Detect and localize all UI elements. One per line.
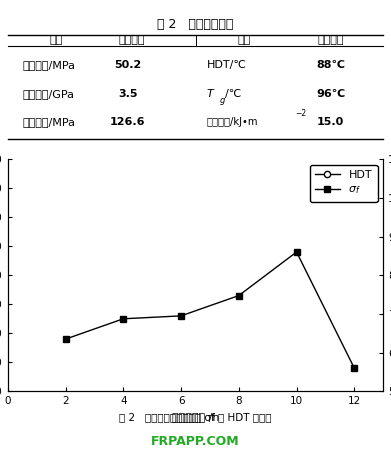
Text: 冲击强度/kJ•m: 冲击强度/kJ•m	[207, 117, 258, 127]
Text: 测试结果: 测试结果	[118, 35, 145, 45]
Text: T: T	[207, 89, 213, 99]
Text: 测试结果: 测试结果	[317, 35, 344, 45]
Text: /℃: /℃	[225, 89, 241, 99]
Text: 50.2: 50.2	[114, 61, 142, 71]
Text: 弯曲强度/MPa: 弯曲强度/MPa	[23, 117, 76, 127]
Text: HDT/℃: HDT/℃	[207, 61, 247, 71]
Legend: HDT, $\sigma_f$: HDT, $\sigma_f$	[310, 164, 378, 202]
Text: 15.0: 15.0	[317, 117, 344, 127]
Text: g: g	[220, 96, 225, 105]
Text: 性能: 性能	[238, 35, 251, 45]
Text: 拉伸模量/GPa: 拉伸模量/GPa	[23, 89, 75, 99]
Text: 96℃: 96℃	[316, 89, 345, 99]
Text: 图 2   后固化时间对浇铸体 σf 和 HDT 的影响: 图 2 后固化时间对浇铸体 σf 和 HDT 的影响	[119, 413, 272, 423]
Text: −2: −2	[295, 109, 306, 118]
X-axis label: 后固化时间 /h: 后固化时间 /h	[172, 412, 219, 422]
Text: 性能: 性能	[50, 35, 63, 45]
Text: 拉伸强度/MPa: 拉伸强度/MPa	[23, 61, 76, 71]
Text: 表 2   浇铸体的性能: 表 2 浇铸体的性能	[157, 18, 234, 31]
Text: 3.5: 3.5	[118, 89, 138, 99]
Text: 88℃: 88℃	[316, 61, 345, 71]
Text: 126.6: 126.6	[110, 117, 146, 127]
Text: FRPAPP.COM: FRPAPP.COM	[151, 435, 240, 448]
